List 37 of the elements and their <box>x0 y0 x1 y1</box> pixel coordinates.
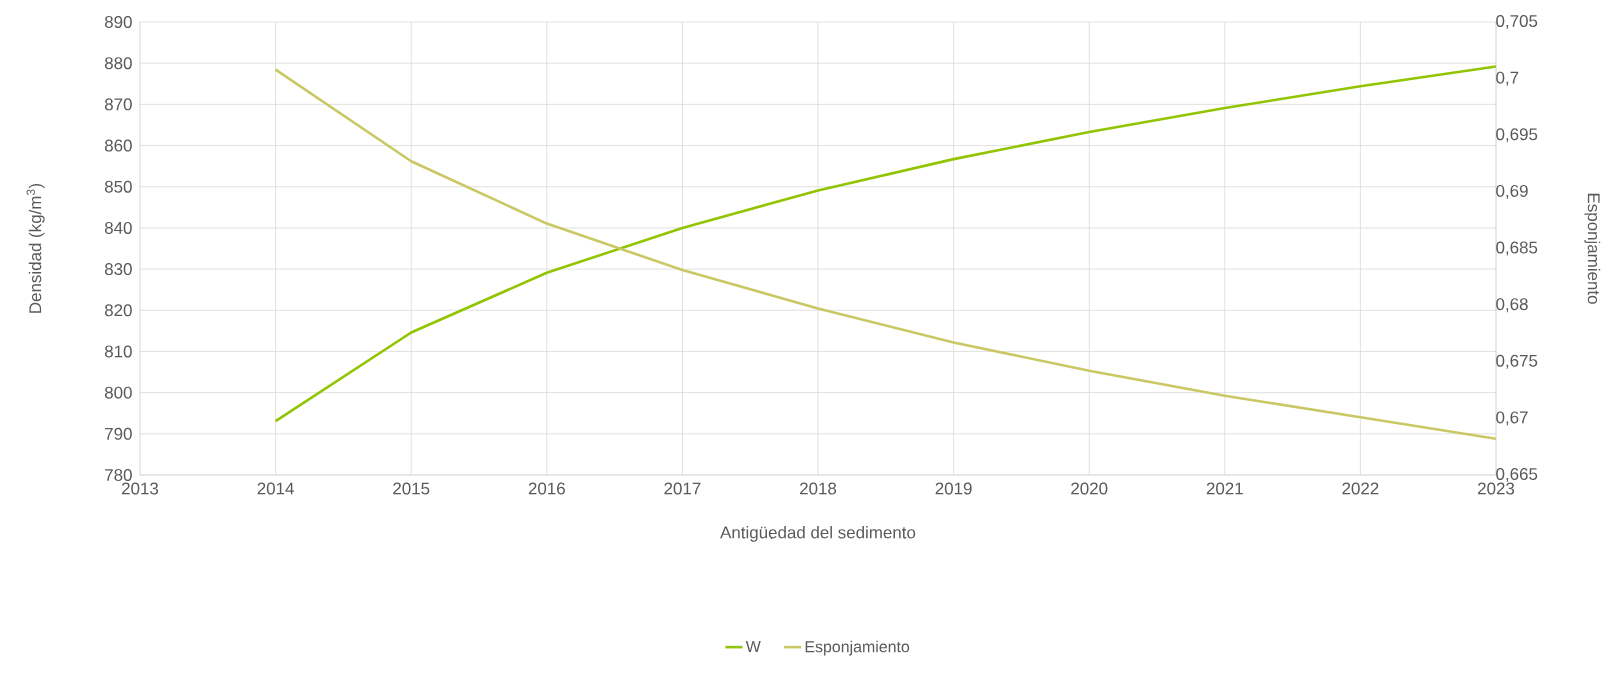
y-tick-label: 790 <box>105 427 132 440</box>
y2-tick-label: 0,665 <box>1496 468 1538 482</box>
x-tick-label: 2013 <box>122 482 159 495</box>
x-tick-label: 2015 <box>393 482 430 495</box>
y-axis-title: Densidad (kg/m$^{3}$) <box>26 183 45 313</box>
x-tick-label: 2017 <box>664 482 701 495</box>
x-tick-label: 2023 <box>1478 482 1515 495</box>
y2-tick-label: 0,67 <box>1496 411 1528 426</box>
y2-tick-label: 0,685 <box>1496 241 1538 256</box>
y-tick-label: 860 <box>104 139 132 152</box>
y2-axis-title: Esponjamiento <box>1584 193 1601 304</box>
y-tick-label: 800 <box>104 386 132 399</box>
legend-label: W <box>745 640 761 652</box>
x-tick-label: 2018 <box>800 482 837 495</box>
x-tick-label: 2021 <box>1206 482 1243 495</box>
x-tick-label: 2016 <box>528 482 565 495</box>
x-tick-label: 2019 <box>935 482 972 495</box>
y2-tick-label: 0,675 <box>1496 354 1538 369</box>
y-tick-label: 870 <box>104 98 132 111</box>
y-tick-label: 810 <box>104 345 132 358</box>
y-tick-label: 850 <box>104 180 132 193</box>
x-tick-label: 2020 <box>1071 482 1108 495</box>
y2-tick-label: 0,68 <box>1496 298 1528 313</box>
y2-tick-label: 0,69 <box>1496 184 1528 199</box>
x-tick-label: 2014 <box>257 482 294 495</box>
y2-tick-label: 0,705 <box>1496 15 1538 29</box>
y2-tick-label: 0,7 <box>1496 71 1519 86</box>
y-tick-label: 830 <box>104 263 132 276</box>
y-tick-label: 820 <box>104 304 132 317</box>
y-tick-label: 840 <box>104 221 132 234</box>
x-tick-label: 2022 <box>1342 482 1379 495</box>
y2-tick-label: 0,695 <box>1496 128 1538 143</box>
y-tick-label: 890 <box>104 16 132 28</box>
x-axis-title: Antigüedad del sedimento <box>720 526 916 542</box>
y-tick-label: 880 <box>104 57 132 70</box>
legend-label: Esponjamiento <box>805 640 910 656</box>
y-tick-label: 780 <box>105 469 132 481</box>
